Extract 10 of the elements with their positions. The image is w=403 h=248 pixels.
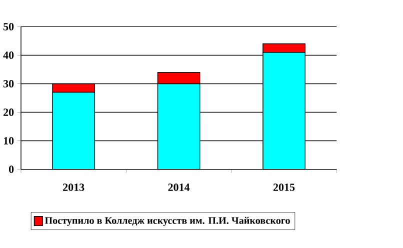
x-tick-label: 2015 — [273, 184, 295, 192]
x-tick-label: 2014 — [168, 184, 190, 192]
y-tick-label: 20 — [4, 108, 14, 116]
y-tick-label: 30 — [3, 80, 14, 88]
y-tick-label: 50 — [4, 23, 14, 31]
x-tick-label: 2013 — [63, 184, 84, 192]
legend-label: Поступило в Колледж искусств им. П.И. Чайковского — [44, 217, 290, 226]
y-tick-label: 10 — [4, 137, 14, 145]
y-tick-label: 40 — [3, 52, 14, 60]
y-tick-label: 0 — [8, 166, 14, 174]
